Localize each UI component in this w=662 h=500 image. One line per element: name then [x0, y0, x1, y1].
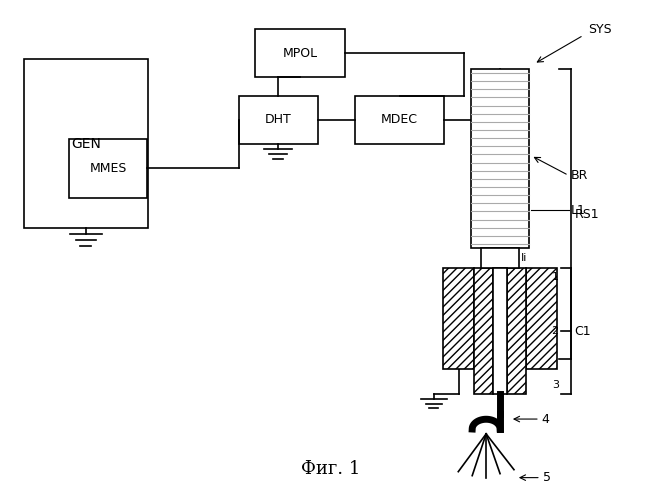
Text: 4: 4: [542, 412, 549, 426]
Text: MMES: MMES: [89, 162, 127, 175]
Bar: [526, 268, 557, 370]
Bar: [70, 138, 147, 198]
Text: C1: C1: [575, 324, 591, 338]
Text: GEN: GEN: [71, 136, 101, 150]
Bar: [355, 96, 444, 144]
Text: SYS: SYS: [589, 22, 612, 36]
Text: 1: 1: [551, 272, 559, 282]
Bar: [24, 59, 148, 228]
Text: DHT: DHT: [265, 113, 292, 126]
Text: BR: BR: [571, 169, 588, 182]
Bar: [474, 268, 493, 394]
Text: Ii: Ii: [521, 253, 528, 263]
Text: MDEC: MDEC: [381, 113, 418, 126]
Text: Фиг. 1: Фиг. 1: [301, 460, 361, 478]
Text: 3: 3: [551, 380, 559, 390]
Text: MPOL: MPOL: [283, 46, 318, 60]
Bar: [471, 69, 529, 248]
Text: RS1: RS1: [575, 208, 599, 220]
Text: 5: 5: [543, 471, 551, 484]
Bar: [444, 268, 474, 370]
Bar: [507, 268, 526, 394]
Bar: [238, 96, 318, 144]
Bar: [481, 248, 519, 268]
Bar: [493, 268, 507, 394]
Bar: [256, 29, 345, 77]
Text: L1: L1: [571, 204, 585, 216]
Text: 2: 2: [551, 326, 559, 336]
